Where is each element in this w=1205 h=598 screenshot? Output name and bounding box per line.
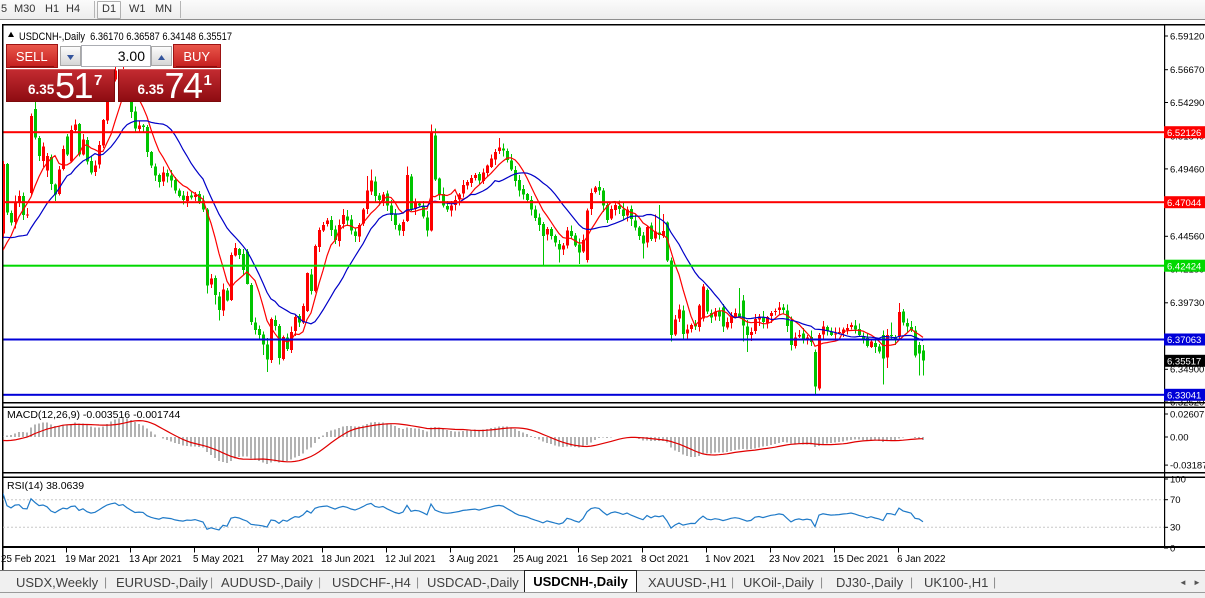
svg-text:6.33041: 6.33041 <box>1167 390 1201 401</box>
svg-text:25 Aug 2021: 25 Aug 2021 <box>513 554 568 565</box>
svg-text:3 Aug 2021: 3 Aug 2021 <box>449 554 499 565</box>
svg-text:27 May 2021: 27 May 2021 <box>257 554 314 565</box>
svg-text:6.44560: 6.44560 <box>1170 232 1204 243</box>
svg-text:70: 70 <box>1170 495 1181 506</box>
svg-text:1 Nov 2021: 1 Nov 2021 <box>705 554 755 565</box>
svg-text:0.02607: 0.02607 <box>1170 409 1204 420</box>
svg-text:15 Dec 2021: 15 Dec 2021 <box>833 554 889 565</box>
svg-text:19 Mar 2021: 19 Mar 2021 <box>65 554 120 565</box>
svg-text:23 Nov 2021: 23 Nov 2021 <box>769 554 825 565</box>
svg-text:6.37063: 6.37063 <box>1167 335 1201 346</box>
svg-text:6.54290: 6.54290 <box>1170 98 1204 109</box>
svg-text:6 Jan 2022: 6 Jan 2022 <box>897 554 945 565</box>
svg-text:6.34900: 6.34900 <box>1170 365 1204 376</box>
svg-text:6.49460: 6.49460 <box>1170 164 1204 175</box>
svg-text:12 Jul 2021: 12 Jul 2021 <box>385 554 436 565</box>
svg-text:6.35517: 6.35517 <box>1167 356 1201 367</box>
svg-text:6.39730: 6.39730 <box>1170 298 1204 309</box>
svg-text:6.52126: 6.52126 <box>1167 128 1201 139</box>
svg-text:6.56670: 6.56670 <box>1170 65 1204 76</box>
svg-text:RSI(14) 38.0639: RSI(14) 38.0639 <box>7 480 84 492</box>
svg-text:13 Apr 2021: 13 Apr 2021 <box>129 554 182 565</box>
svg-text:6.32520: 6.32520 <box>1170 397 1204 408</box>
svg-text:16 Sep 2021: 16 Sep 2021 <box>577 554 633 565</box>
svg-text:-0.03187: -0.03187 <box>1170 461 1205 472</box>
svg-text:6.59120: 6.59120 <box>1170 31 1204 42</box>
svg-text:0.00: 0.00 <box>1170 432 1189 443</box>
svg-text:18 Jun 2021: 18 Jun 2021 <box>321 554 375 565</box>
svg-text:6.42424: 6.42424 <box>1167 261 1201 272</box>
svg-text:MACD(12,26,9) -0.003516 -0.001: MACD(12,26,9) -0.003516 -0.001744 <box>7 409 181 421</box>
svg-text:100: 100 <box>1170 474 1186 485</box>
svg-text:25 Feb 2021: 25 Feb 2021 <box>1 554 56 565</box>
svg-text:30: 30 <box>1170 523 1181 534</box>
svg-text:6.47044: 6.47044 <box>1167 198 1201 209</box>
svg-text:5 May 2021: 5 May 2021 <box>193 554 244 565</box>
svg-text:8 Oct 2021: 8 Oct 2021 <box>641 554 689 565</box>
svg-text:USDCNH-,Daily 6.36170 6.36587: USDCNH-,Daily 6.36170 6.36587 6.34148 6.… <box>19 31 232 43</box>
svg-text:0: 0 <box>1170 543 1175 554</box>
